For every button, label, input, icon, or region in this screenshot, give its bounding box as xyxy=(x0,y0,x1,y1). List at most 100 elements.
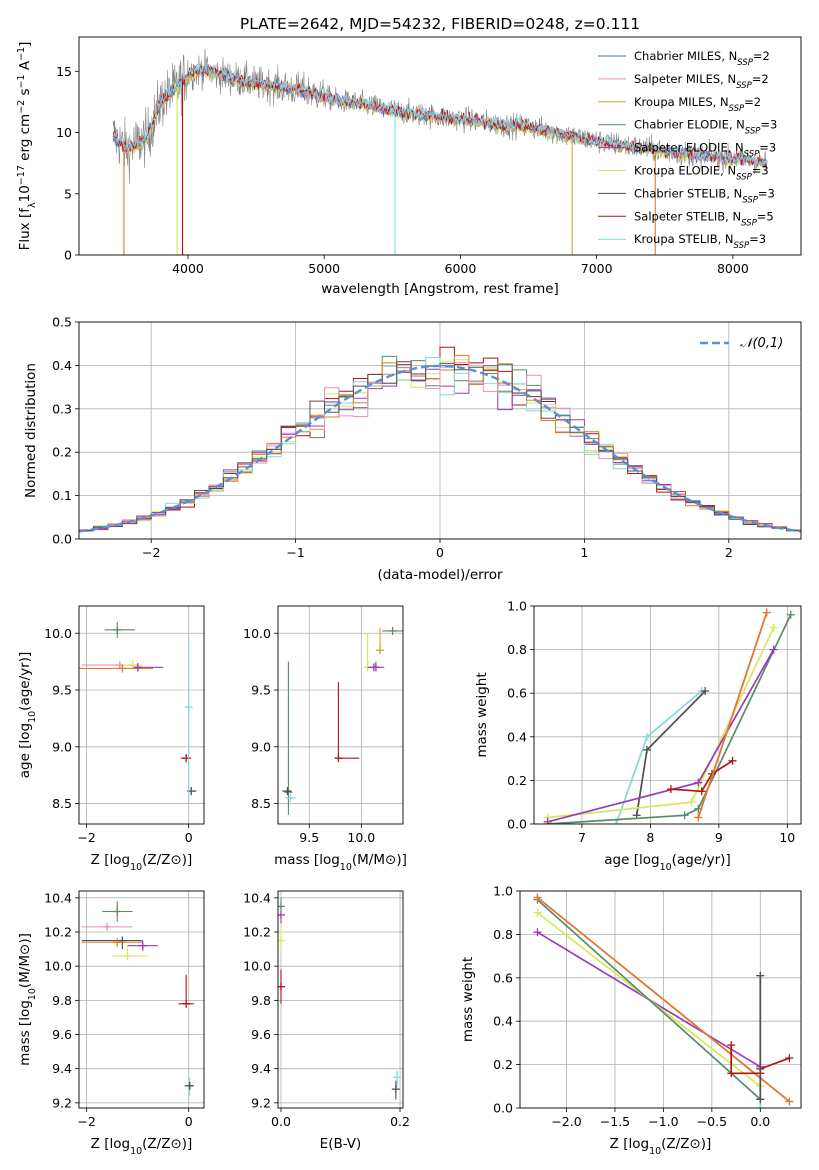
x-tick-label: 0 xyxy=(185,830,193,845)
legend-label: Kroupa ELODIE, NSSP=3 xyxy=(634,164,769,183)
y-tick-label: 9.8 xyxy=(251,993,271,1008)
y-tick-label: 15 xyxy=(56,64,72,79)
y-tick-label: 1.0 xyxy=(493,884,513,899)
mass_vs_ebv-plot-area xyxy=(278,891,403,1108)
weight-line-chabrier_elodie xyxy=(536,899,761,1100)
legend-label: Salpeter MILES, NSSP=2 xyxy=(634,72,769,91)
mass_vs_ebv-frame xyxy=(277,890,404,1109)
x-tick-label: 6000 xyxy=(445,261,477,276)
y-tick-label: 10.2 xyxy=(243,925,271,940)
x-tick-label: 10.0 xyxy=(347,830,375,845)
x-tick-label: 7000 xyxy=(581,261,613,276)
x-axis-label: wavelength [Angstrom, rest frame] xyxy=(321,281,559,297)
y-tick-label: 9.6 xyxy=(52,1027,72,1042)
y-tick-label: 0.0 xyxy=(493,1101,513,1116)
y-tick-label: 0.4 xyxy=(52,358,72,373)
y-tick-label: 10.4 xyxy=(44,890,72,905)
x-tick-label: −2.0 xyxy=(551,1114,581,1129)
x-axis-label: Z [log10(Z/Z⊙)] xyxy=(610,1136,712,1157)
x-tick-label: 1 xyxy=(580,545,588,560)
y-tick-label: 0.4 xyxy=(507,729,527,744)
legend-label: Chabrier STELIB, NSSP=3 xyxy=(634,186,775,205)
y-tick-label: 0 xyxy=(64,248,72,263)
weight_vs_Z-panel: −2.0 −1.5 −1.0 −0.5 0.0 0.0 0.2 0.4 0.6 0.8 1.0 Z [… xyxy=(460,884,802,1157)
x-tick-label: 8 xyxy=(646,830,654,845)
y-tick-label: 0.8 xyxy=(507,642,527,657)
x-tick-label: −2 xyxy=(77,830,95,845)
x-axis-label: Z [log10(Z/Z⊙)] xyxy=(91,1136,193,1157)
x-tick-label: 4000 xyxy=(172,261,204,276)
y-tick-label: 1.0 xyxy=(507,599,527,614)
y-tick-label: 9.0 xyxy=(52,739,72,754)
x-tick-label: −2 xyxy=(142,545,160,560)
legend-label: Kroupa MILES, NSSP=2 xyxy=(634,95,761,114)
weight_vs_age-panel: 7 8 9 10 0.0 0.2 0.4 0.6 0.8 1.0 age [log10(age/yr… xyxy=(474,599,802,873)
x-tick-label: 0.2 xyxy=(390,1114,410,1129)
y-tick-label: 9.2 xyxy=(52,1095,72,1110)
x-tick-label: −1.5 xyxy=(600,1114,630,1129)
weight-line-kroupa_stelib xyxy=(615,690,703,824)
x-axis-label: (data-model)/error xyxy=(377,567,503,583)
mass_vs_Z-panel: −2 0 9.2 9.4 9.6 9.8 10.0 10.2 10.4 Z [log10(Z/Z⊙… xyxy=(17,890,205,1157)
y-tick-label: 10.4 xyxy=(243,890,271,905)
y-tick-label: 0.2 xyxy=(493,1057,513,1072)
y-tick-label: 9.2 xyxy=(251,1095,271,1110)
y-tick-label: 10.0 xyxy=(243,959,271,974)
weight_vs_Z-frame xyxy=(519,890,802,1109)
y-tick-label: 10.2 xyxy=(44,925,72,940)
y-tick-label: 0.8 xyxy=(493,927,513,942)
x-tick-label: 0 xyxy=(436,545,444,560)
age_vs_Z-frame xyxy=(78,605,205,825)
y-tick-label: 9.0 xyxy=(251,739,271,754)
weight-line-chabrier_elodie xyxy=(547,614,792,824)
residuals-frame xyxy=(78,321,802,540)
legend-label: Salpeter STELIB, NSSP=5 xyxy=(634,209,774,228)
model-spectrum-kroupa_stelib xyxy=(113,61,768,167)
y-tick-label: 0.2 xyxy=(507,773,527,788)
x-tick-label: 2 xyxy=(725,545,733,560)
x-tick-label: 9.5 xyxy=(299,830,319,845)
x-tick-label: −2 xyxy=(77,1114,95,1129)
y-tick-label: 9.5 xyxy=(52,683,72,698)
x-axis-label: Z [log10(Z/Z⊙)] xyxy=(91,852,193,873)
weight-line-orange xyxy=(697,612,768,818)
x-tick-label: −1.0 xyxy=(648,1114,678,1129)
age_vs_mass-panel: 9.5 10.0 8.5 9.0 9.5 10.0 mass [log10(M/M⊙)] xyxy=(243,605,407,873)
age_vs_Z-panel: −2 0 8.5 9.0 9.5 10.0 Z [log10(Z/Z⊙)] age [log1… xyxy=(17,605,205,873)
weight-line-orange xyxy=(536,896,790,1103)
x-tick-label: 0 xyxy=(185,1114,193,1129)
legend-label: Chabrier MILES, NSSP=2 xyxy=(634,49,770,68)
y-tick-label: 9.6 xyxy=(251,1027,271,1042)
y-tick-label: 0.3 xyxy=(52,401,72,416)
spectrum-frame xyxy=(78,36,802,256)
x-axis-label: E(B-V) xyxy=(320,1136,362,1152)
age_vs_Z-plot-area xyxy=(79,606,204,824)
y-tick-label: 0.2 xyxy=(52,445,72,460)
x-axis-label: age [log10(age/yr)] xyxy=(604,852,730,873)
x-tick-label: 0.0 xyxy=(271,1114,291,1129)
spectrum-panel: 4000 5000 6000 7000 8000 0 5 10 15 wavelength [An… xyxy=(16,36,802,297)
y-tick-label: 9.5 xyxy=(251,683,271,698)
y-tick-label: 0.4 xyxy=(493,1014,513,1029)
gaussian-curve-line xyxy=(79,364,801,533)
y-tick-label: 9.4 xyxy=(52,1061,72,1076)
residual-histogram-salpeter_miles xyxy=(79,362,801,532)
residuals-plot-area xyxy=(79,322,801,539)
y-tick-label: 0.5 xyxy=(52,315,72,330)
legend-label: Kroupa STELIB, NSSP=3 xyxy=(634,232,766,251)
x-tick-label: 8000 xyxy=(717,261,749,276)
y-tick-label: 0.0 xyxy=(507,817,527,832)
x-tick-label: 10 xyxy=(779,830,795,845)
figure-title: PLATE=2642, MJD=54232, FIBERID=0248, z=0… xyxy=(240,15,640,33)
spectrum-plot-area xyxy=(112,48,768,255)
y-axis-label: mass [log10(M/M⊙)] xyxy=(17,933,38,1066)
mass_vs_Z-frame xyxy=(78,890,205,1109)
y-axis-label: Flux [fλ10−17 erg cm−2 s−1 A−1] xyxy=(16,42,38,251)
weight_vs_Z-plot-area xyxy=(520,891,801,1108)
y-tick-label: 5 xyxy=(64,186,72,201)
y-tick-label: 0.6 xyxy=(493,970,513,985)
y-tick-label: 8.5 xyxy=(52,796,72,811)
x-axis-label: mass [log10(M/M⊙)] xyxy=(274,852,407,873)
